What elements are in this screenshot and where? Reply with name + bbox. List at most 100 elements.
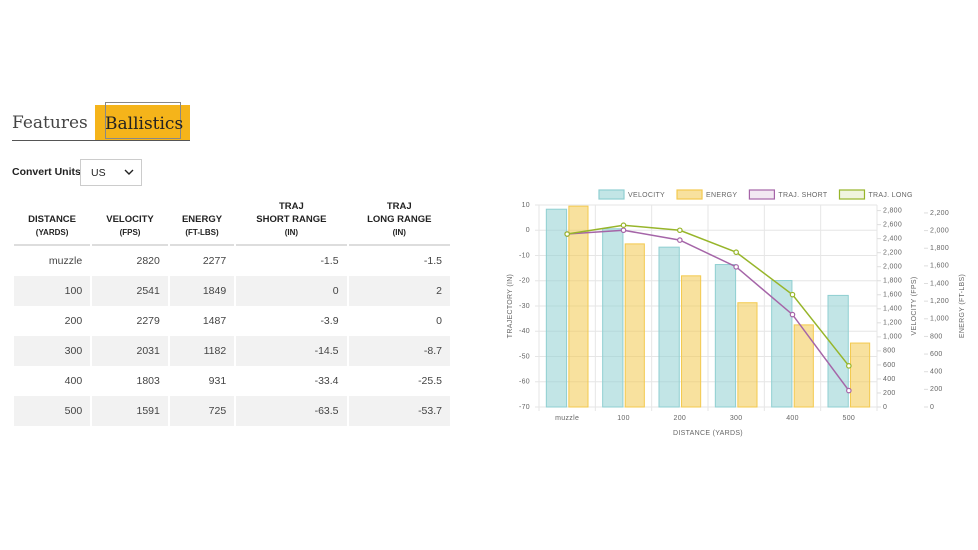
header-line: (IN) (392, 228, 406, 237)
y-tick-label: 2,400 (883, 236, 902, 243)
table-row: 400 1803 931 -33.4 -25.5 (14, 366, 450, 396)
bar (850, 342, 871, 408)
chart: -70-60-50-40-30-20-1001002004006008001,0… (507, 189, 966, 437)
table-cell: 400 (64, 375, 83, 387)
y-tick-label: 800 (883, 348, 896, 355)
table-cell: 2031 (92, 336, 168, 366)
table-row: 200 2279 1487 -3.9 0 (14, 306, 450, 336)
legend-swatch[interactable] (838, 189, 866, 200)
focus-outline (105, 102, 181, 139)
table-cell: 2277 (202, 255, 227, 267)
table-cell: 1803 (136, 375, 160, 387)
table-row: 100 2541 1849 0 2 (14, 276, 450, 306)
ballistics-table: DISTANCE (YARDS) VELOCITY (FPS) ENERGY (FT-LB… (12, 190, 452, 426)
point (677, 237, 683, 243)
x-tick-label: 100 (617, 415, 630, 422)
y-tick-label: 2,000 (930, 227, 949, 234)
legend-label[interactable]: TRAJ. SHORT (778, 192, 827, 199)
table-cell: -1.5 (423, 255, 442, 267)
y-tick-label: 600 (930, 351, 943, 358)
legend-swatch[interactable] (676, 189, 703, 200)
x-tick-label: muzzle (555, 415, 579, 422)
y-tick-label: -60 (519, 379, 530, 386)
header-line: (YARDS) (35, 228, 69, 237)
point (789, 291, 796, 298)
x-tick-label: 200 (674, 415, 687, 422)
table-cell: 100 (14, 276, 91, 306)
table-cell: 200 (64, 315, 83, 327)
table-row: muzzle 2820 2277 -1.5 -1.5 (14, 246, 450, 276)
bar (602, 228, 624, 408)
header-line: ENERGY (181, 214, 223, 225)
header-line: DISTANCE (28, 214, 77, 225)
line (567, 224, 850, 367)
point (620, 227, 627, 234)
units-select[interactable]: US (80, 159, 142, 186)
y-tick-label: 1,000 (930, 316, 949, 323)
y-tick-label: 0 (883, 404, 887, 411)
y-tick-label: 2,800 (883, 207, 902, 214)
table-cell: 725 (169, 396, 235, 426)
table-cell: -3.9 (320, 315, 339, 327)
y-tick-label: 1,400 (930, 280, 949, 287)
y-tick-label: 200 (930, 386, 943, 393)
table-cell: 2820 (136, 255, 160, 267)
legend-swatch[interactable] (748, 189, 776, 200)
header-line: SHORT RANGE (256, 214, 327, 225)
table-cell: 931 (208, 375, 227, 387)
y-tick-label: -10 (519, 252, 530, 259)
y-tick-label: -40 (519, 328, 530, 335)
y-tick-label: 1,600 (930, 263, 949, 270)
header-line: TRAJ (278, 201, 304, 212)
table-row: 500 1591 725 -63.5 -53.7 (14, 396, 450, 426)
y2-axis-title: VELOCITY (FPS) (911, 277, 918, 336)
y-tick-label: 1,200 (930, 298, 949, 305)
y-tick-label: 0 (526, 227, 530, 234)
legend-swatch[interactable] (598, 189, 625, 200)
table-cell: 1849 (169, 276, 235, 306)
y-tick-label: 10 (522, 202, 530, 209)
table-cell: 1591 (92, 396, 168, 426)
table-cell: -25.5 (418, 375, 442, 387)
header-line: (IN) (284, 228, 299, 237)
bar (545, 208, 568, 408)
x-tick-label: 500 (843, 415, 856, 422)
table-cell: 2279 (136, 315, 160, 327)
point (846, 387, 852, 394)
tab-active[interactable]: Ballistics (95, 102, 190, 140)
table-cell: 1182 (169, 336, 235, 366)
bar (681, 275, 702, 408)
tab-label: Ballistics (105, 114, 184, 134)
bar (658, 246, 680, 408)
y-tick-label: -30 (519, 303, 530, 310)
bar (793, 324, 814, 408)
y-tick-label: 2,600 (883, 221, 902, 228)
legend-label[interactable]: ENERGY (706, 192, 737, 199)
legend-label[interactable]: TRAJ. LONG (868, 192, 912, 199)
bar (624, 243, 645, 408)
y3-axis-title: ENERGY (FT-LBS) (959, 274, 966, 338)
y-tick-label: -50 (519, 353, 530, 360)
select-value: US (91, 167, 106, 179)
bar (737, 302, 758, 408)
header-line: LONG RANGE (367, 214, 432, 225)
bar (714, 264, 737, 408)
legend-label[interactable]: VELOCITY (628, 192, 665, 199)
y-tick-label: -70 (519, 404, 530, 411)
table-cell: -1.5 (320, 255, 339, 267)
tab[interactable]: Features (12, 113, 88, 133)
convert-units-label: Convert Units (12, 166, 81, 178)
point (733, 249, 739, 256)
point (620, 222, 627, 229)
column-header: VELOCITY (FPS) (92, 190, 168, 246)
y-tick-label: -20 (519, 278, 530, 285)
point (564, 231, 570, 237)
y-tick-label: 2,000 (883, 264, 902, 271)
y-axis-title: TRAJECTORY (IN) (507, 274, 514, 338)
y-tick-label: 600 (883, 362, 896, 369)
header-line: VELOCITY (106, 214, 154, 225)
line (567, 229, 850, 392)
y-tick-label: 1,200 (883, 320, 902, 327)
column-header: TRAJ LONG RANGE (IN) (348, 190, 450, 246)
